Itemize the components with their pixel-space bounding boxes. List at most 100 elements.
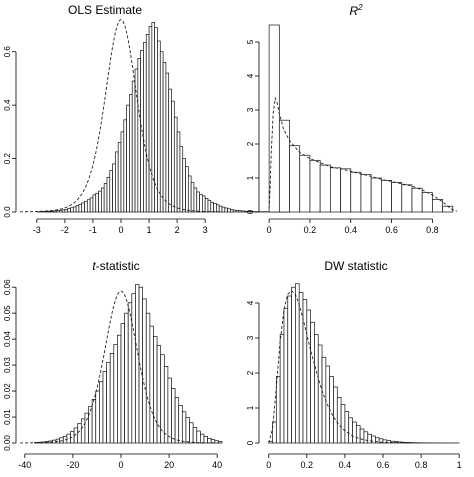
histogram-bar — [102, 371, 107, 444]
histogram-bar — [344, 411, 350, 444]
histogram-bar — [101, 187, 105, 213]
panel-3-title-rest: -statistic — [96, 259, 140, 273]
histogram-bar — [275, 376, 281, 444]
histogram-bar — [162, 62, 167, 213]
histogram-bar — [309, 159, 321, 213]
histogram-bar — [113, 343, 118, 444]
histogram-bar — [89, 197, 94, 213]
histogram-bar — [207, 199, 212, 213]
x-tick-label: 0 — [118, 225, 123, 235]
x-tick-label: 0 — [118, 460, 123, 470]
histogram-bar — [67, 208, 71, 213]
histogram-bar — [272, 421, 277, 444]
histogram-bar — [190, 182, 195, 213]
histogram-bar — [120, 323, 125, 444]
histogram-bar — [112, 163, 116, 213]
histogram-bar — [350, 171, 362, 213]
panel-2-title-base: R — [349, 4, 358, 18]
histogram-bar — [157, 40, 161, 213]
histogram-bar — [213, 203, 217, 213]
histogram-bar — [179, 146, 184, 213]
density-curve — [19, 290, 223, 444]
histogram-bar — [232, 209, 237, 213]
panel-4-title: DW statistic — [324, 259, 387, 273]
histogram-bar — [360, 174, 372, 213]
histogram-bar — [359, 428, 365, 444]
histogram-bar — [432, 199, 443, 213]
histogram-bar — [204, 198, 209, 213]
histogram-bar — [196, 191, 200, 213]
histogram-bar — [129, 94, 133, 213]
histogram-bar — [106, 176, 111, 213]
x-tick-label: 1 — [457, 460, 462, 470]
histogram-bar — [95, 192, 99, 213]
histogram-bar — [58, 209, 63, 213]
y-tick-label: 0.02 — [3, 383, 12, 399]
histogram-bar — [218, 205, 223, 213]
histogram-bar — [84, 412, 89, 444]
histogram-bar — [352, 421, 357, 444]
histogram-bar — [44, 211, 49, 213]
histogram-bar — [77, 423, 82, 444]
histogram-bar — [143, 42, 147, 213]
y-tick-label: 0.05 — [3, 305, 12, 321]
density-curve — [268, 290, 422, 444]
histogram-bar — [135, 284, 140, 444]
y-tick-label: 3 — [246, 107, 255, 112]
x-tick-label: -3 — [33, 225, 41, 235]
histogram-bar — [72, 206, 77, 213]
histogram-bar — [178, 405, 183, 444]
histogram-bar — [123, 119, 127, 213]
x-tick-label: 0.4 — [339, 460, 352, 470]
density-curve — [268, 96, 458, 212]
histogram-bar — [115, 151, 119, 213]
histogram-bar — [283, 307, 289, 444]
x-tick-label: 0.2 — [301, 460, 314, 470]
histogram-bar — [134, 68, 139, 213]
histogram-bar — [84, 200, 88, 213]
histogram-bar — [145, 312, 151, 444]
histogram-bar — [120, 131, 125, 213]
y-tick-label: 4 — [246, 300, 255, 305]
histogram-bar — [145, 33, 150, 213]
histogram-bar — [109, 353, 115, 444]
panel-3-title-italic: t — [92, 259, 96, 273]
histogram-bar — [109, 170, 113, 213]
panel-t-statistic: -40 -20 0 20 40 0.00 0.01 0.02 0.03 0.04 0.05 0.06 — [3, 279, 223, 470]
histogram-bar — [137, 58, 141, 213]
histogram-bar — [126, 104, 130, 213]
histogram-bar — [165, 72, 170, 213]
histogram-bar — [340, 404, 346, 444]
histogram-bar — [176, 131, 181, 213]
x-tick-label: 1 — [147, 225, 152, 235]
histogram-bar — [61, 209, 66, 213]
y-tick-label: 0 — [246, 209, 255, 214]
histogram-bar — [289, 145, 301, 213]
histogram-bar — [216, 204, 220, 213]
histogram-bar — [363, 431, 369, 444]
x-tick-label: 0.6 — [377, 460, 390, 470]
y-tick-label: 0.4 — [3, 99, 12, 111]
histogram-bar — [47, 210, 52, 213]
histogram-bar — [159, 51, 164, 213]
panel-r-squared: 0 0.2 0.4 0.6 0.8 0 1 2 3 4 5 — [246, 24, 458, 235]
histogram-bar — [302, 299, 308, 444]
histogram-bar — [81, 202, 85, 213]
y-tick-label: 0.6 — [3, 46, 12, 58]
x-tick-label: 0 — [267, 225, 272, 235]
histogram-bar — [278, 119, 290, 213]
histogram-bar — [319, 164, 331, 213]
histogram-bar — [340, 168, 352, 213]
histogram-bar — [299, 154, 311, 213]
histogram-bar — [156, 345, 162, 444]
histogram-bar — [202, 195, 206, 213]
histogram-bar — [70, 207, 74, 213]
panel-ols-estimate: -3 -2 -1 0 1 2 3 0.0 0.2 0.4 0.6 — [3, 19, 290, 235]
histogram-bar — [131, 80, 136, 213]
y-tick-label: 5 — [246, 39, 255, 44]
histogram-bar — [230, 209, 234, 213]
histogram-bar — [153, 336, 158, 444]
histogram-bar — [163, 366, 169, 444]
histogram-bar — [203, 436, 208, 444]
panel-dw-statistic: 0 0.2 0.4 0.6 0.8 1 0 1 2 3 4 — [246, 283, 462, 470]
